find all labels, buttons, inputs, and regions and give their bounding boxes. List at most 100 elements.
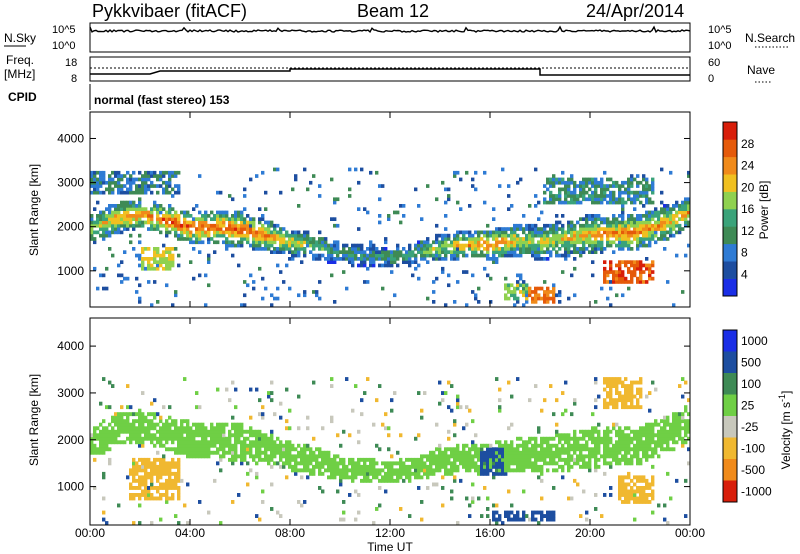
heatmap-cell: [450, 447, 454, 452]
heatmap-cell: [504, 283, 508, 288]
heatmap-cell: [438, 253, 442, 258]
heatmap-cell: [219, 220, 223, 225]
heatmap-cell: [129, 220, 133, 225]
heatmap-cell: [171, 303, 175, 307]
heatmap-cell: [270, 429, 274, 434]
heatmap-cell: [657, 443, 661, 448]
heatmap-cell: [195, 204, 199, 208]
heatmap-cell: [114, 415, 118, 420]
heatmap-cell: [369, 468, 373, 473]
heatmap-cell: [435, 468, 439, 473]
heatmap-cell: [681, 440, 685, 445]
heatmap-cell: [624, 440, 628, 445]
heatmap-cell: [162, 454, 166, 459]
heatmap-cell: [204, 429, 208, 434]
heatmap-cell: [222, 443, 226, 448]
heatmap-cell: [570, 464, 574, 469]
heatmap-cell: [645, 394, 649, 399]
heatmap-cell: [183, 419, 187, 424]
heatmap-cell: [147, 486, 151, 490]
heatmap-cell: [603, 197, 607, 202]
heatmap-cell: [621, 214, 625, 218]
heatmap-cell: [318, 184, 322, 188]
heatmap-cell: [498, 440, 502, 445]
heatmap-cell: [129, 180, 133, 185]
heatmap-cell: [450, 253, 454, 258]
heatmap-cell: [159, 486, 163, 490]
heatmap-cell: [648, 263, 652, 268]
heatmap-cell: [414, 257, 418, 261]
heatmap-cell: [342, 517, 346, 522]
heatmap-cell: [513, 303, 517, 307]
heatmap-cell: [492, 471, 496, 476]
heatmap-cell: [492, 230, 496, 235]
heatmap-cell: [588, 177, 592, 182]
heatmap-cell: [636, 457, 640, 462]
heatmap-cell: [129, 233, 133, 238]
heatmap-cell: [408, 247, 412, 251]
heatmap-cell: [270, 223, 274, 228]
heatmap-cell: [309, 240, 313, 245]
heatmap-cell: [207, 450, 211, 455]
heatmap-cell: [528, 230, 532, 235]
heatmap-cell: [330, 384, 334, 388]
heatmap-cell: [96, 214, 100, 218]
heatmap-cell: [489, 464, 493, 469]
heatmap-cell: [93, 184, 97, 188]
heatmap-cell: [141, 174, 145, 178]
heatmap-cell: [123, 276, 127, 281]
heatmap-cell: [537, 296, 541, 301]
heatmap-cell: [471, 496, 475, 501]
heatmap-cell: [330, 243, 334, 248]
heatmap-cell: [432, 461, 436, 466]
heatmap-cell: [450, 408, 454, 413]
heatmap-cell: [642, 190, 646, 195]
heatmap-cell: [255, 447, 259, 452]
heatmap-cell: [168, 217, 172, 221]
heatmap-cell: [615, 447, 619, 452]
heatmap-cell: [285, 243, 289, 248]
heatmap-cell: [531, 443, 535, 448]
heatmap-cell: [324, 461, 328, 466]
heatmap-cell: [90, 190, 94, 195]
heatmap-cell: [243, 436, 247, 441]
heatmap-cell: [258, 457, 262, 462]
heatmap-cell: [615, 405, 619, 410]
heatmap-cell: [417, 263, 421, 268]
heatmap-cell: [231, 415, 235, 420]
heatmap-cell: [120, 273, 124, 278]
heatmap-cell: [126, 422, 130, 427]
heatmap-cell: [567, 194, 571, 198]
heatmap-cell: [369, 478, 373, 483]
heatmap-cell: [111, 217, 115, 221]
heatmap-cell: [657, 223, 661, 228]
time-axis-labels: 00:00 04:00 08:00 12:00 16:00 20:00 00:00: [75, 526, 705, 540]
heatmap-cell: [576, 436, 580, 441]
heatmap-cell: [531, 227, 535, 231]
heatmap-cell: [651, 440, 655, 445]
heatmap-cell: [249, 450, 253, 455]
heatmap-cell: [594, 230, 598, 235]
heatmap-cell: [498, 464, 502, 469]
heatmap-cell: [684, 419, 688, 424]
heatmap-cell: [294, 464, 298, 469]
heatmap-cell: [213, 230, 217, 235]
heatmap-cell: [579, 253, 583, 258]
heatmap-cell: [351, 247, 355, 251]
heatmap-cell: [216, 227, 220, 231]
heatmap-cell: [177, 461, 181, 466]
heatmap-cell: [672, 426, 676, 431]
heatmap-cell: [345, 468, 349, 473]
heatmap-cell: [231, 220, 235, 225]
heatmap-cell: [180, 227, 184, 231]
heatmap-cell: [117, 230, 121, 235]
heatmap-cell: [612, 280, 616, 284]
heatmap-cell: [183, 426, 187, 431]
heatmap-cell: [177, 214, 181, 218]
heatmap-cell: [582, 443, 586, 448]
heatmap-cell: [561, 433, 565, 438]
heatmap-cell: [669, 170, 673, 175]
heatmap-cell: [606, 194, 610, 198]
heatmap-cell: [234, 210, 238, 215]
heatmap-cell: [594, 200, 598, 205]
